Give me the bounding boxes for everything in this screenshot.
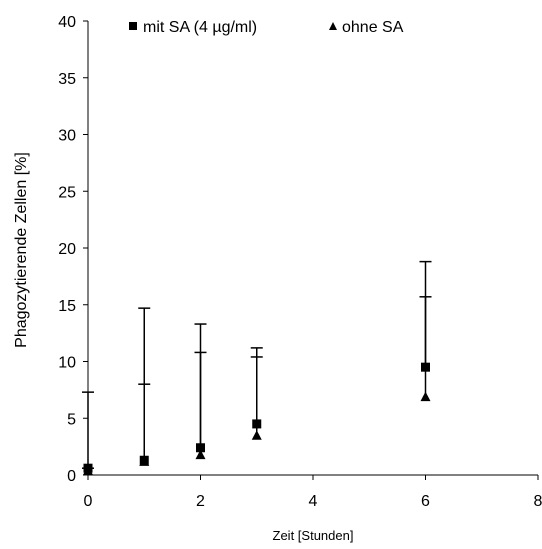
y-tick-label: 0 — [67, 468, 76, 485]
plot-area: 0 5 10 15 20 25 30 35 40 0 2 4 6 8 — [58, 14, 542, 510]
data-point-triangle — [139, 456, 150, 466]
y-ticks: 0 5 10 15 20 25 30 35 40 — [58, 14, 88, 485]
y-tick-label: 10 — [58, 355, 76, 372]
x-ticks: 0 2 4 6 8 — [84, 475, 542, 510]
markers — [83, 362, 431, 475]
x-axis-title: Zeit [Stunden] — [273, 528, 354, 543]
y-tick-label: 25 — [58, 184, 76, 201]
legend-label-ohne-sa: ohne SA — [342, 19, 404, 36]
y-axis-title: Phagozytierende Zellen [%] — [13, 152, 30, 348]
legend-label-mit-sa: mit SA (4 µg/ml) — [143, 19, 257, 36]
x-tick-label: 0 — [84, 493, 93, 510]
legend-marker-triangle — [329, 22, 337, 30]
legend-marker-square — [129, 22, 137, 30]
y-tick-label: 20 — [58, 241, 76, 258]
x-tick-label: 8 — [534, 493, 542, 510]
x-tick-label: 6 — [421, 493, 430, 510]
error-bars — [82, 260, 432, 471]
data-point-triangle — [420, 391, 431, 402]
data-point-square — [196, 443, 205, 453]
legend: mit SA (4 µg/ml) ohne SA — [129, 19, 404, 36]
data-point-square — [421, 362, 430, 372]
y-tick-label: 35 — [58, 71, 76, 88]
y-tick-label: 15 — [58, 298, 76, 315]
data-point-triangle — [83, 465, 93, 475]
y-tick-label: 30 — [58, 128, 76, 145]
data-point-triangle — [251, 430, 262, 440]
x-tick-label: 2 — [196, 493, 205, 510]
y-tick-label: 5 — [67, 411, 76, 428]
y-tick-label: 40 — [58, 14, 76, 31]
data-point-square — [252, 419, 262, 429]
data-point-triangle — [195, 449, 206, 460]
x-tick-label: 4 — [309, 493, 318, 510]
